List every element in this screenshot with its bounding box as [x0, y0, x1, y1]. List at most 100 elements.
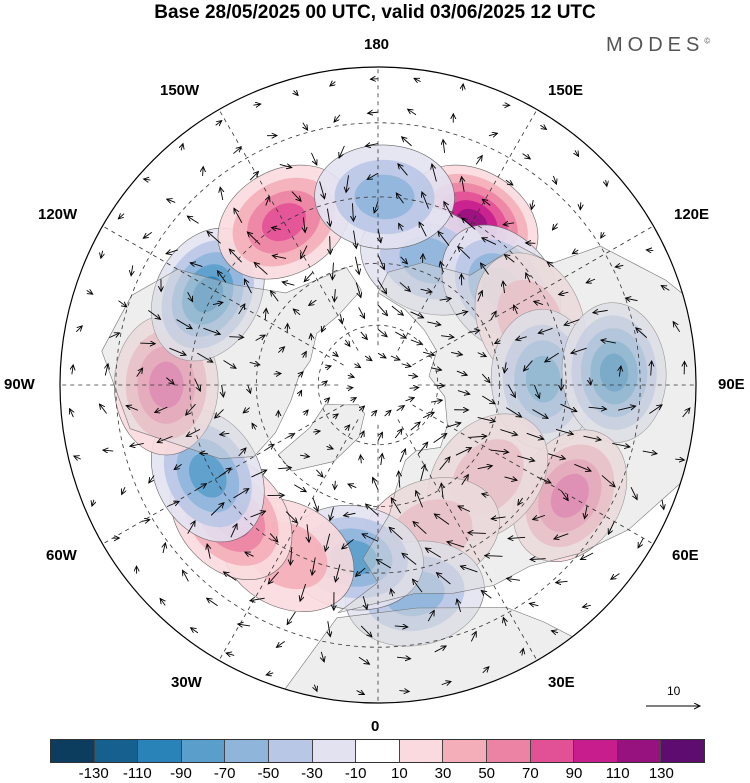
wind-arrow: [332, 262, 333, 280]
colorbar-ticks: -130 -110 -90 -70 -50 -30 -10 10 30 50 70 90 110 130: [50, 765, 705, 783]
wind-arrow: [174, 463, 182, 469]
wind-arrow: [533, 384, 539, 398]
wind-arrow: [441, 681, 451, 684]
wind-arrow: [368, 112, 379, 113]
wind-arrow: [222, 384, 224, 397]
wind-arrow: [408, 109, 417, 116]
wind-arrow: [144, 179, 151, 180]
wind-arrow: [101, 250, 103, 259]
wind-arrow: [72, 365, 73, 375]
wind-arrow: [226, 653, 235, 655]
colorbar-swatch: [486, 740, 531, 762]
lon-label-150e: 150E: [548, 82, 584, 99]
wind-arrow: [350, 398, 356, 401]
wind-arrow: [293, 309, 301, 316]
colorbar-tick-label: -130: [78, 765, 109, 782]
wind-arrow: [345, 425, 349, 430]
lon-label-60e: 60E: [672, 547, 699, 564]
wind-arrow: [460, 566, 478, 573]
wind-arrow: [642, 451, 657, 454]
wind-arrow: [662, 499, 664, 510]
wind-arrow: [303, 122, 308, 130]
wind-arrow: [215, 409, 224, 418]
wind-arrow: [109, 333, 119, 339]
wind-arrow: [354, 256, 359, 275]
wind-arrow: [593, 310, 608, 312]
wind-arrow: [70, 409, 74, 418]
wind-arrow: [367, 172, 379, 179]
wind-arrow: [439, 457, 450, 471]
wind-arrow: [422, 412, 434, 419]
wind-arrow: [360, 455, 361, 464]
wind-arrow: [324, 366, 331, 368]
wind-arrow: [461, 475, 469, 486]
wind-arrow: [507, 578, 521, 580]
wind-arrow: [190, 263, 203, 268]
wind-arrow: [619, 366, 621, 377]
wind-arrow: [140, 343, 155, 344]
wind-arrow: [247, 232, 261, 245]
wind-arrow: [335, 480, 336, 490]
wind-arrow: [477, 466, 493, 469]
wind-arrow: [430, 400, 442, 402]
wind-arrow: [533, 515, 546, 519]
wind-arrow: [358, 307, 365, 318]
wind-arrow: [250, 511, 266, 518]
wind-arrow: [169, 347, 186, 355]
colorbar-tick-label: -30: [301, 765, 323, 782]
wind-arrow: [526, 273, 530, 283]
wind-arrow: [470, 631, 476, 642]
anomaly-contour: [148, 361, 184, 409]
wind-arrow: [301, 245, 308, 259]
brand-logo: MODES©: [606, 34, 710, 57]
wind-arrow: [245, 552, 254, 556]
wind-arrow: [92, 499, 94, 506]
wind-arrow: [186, 428, 201, 436]
wind-arrow: [482, 494, 489, 496]
wind-arrow: [303, 217, 305, 232]
wind-arrow: [300, 583, 306, 601]
wind-arrow: [238, 624, 250, 626]
wind-arrow: [413, 522, 427, 535]
wind-arrow: [163, 543, 165, 554]
wind-arrow: [285, 511, 297, 523]
wind-arrow: [300, 455, 309, 457]
wind-arrow: [477, 353, 487, 357]
wind-arrow: [136, 368, 143, 377]
colorbar-tick-label: -70: [213, 765, 236, 782]
wind-arrow: [419, 222, 427, 237]
wind-arrow: [238, 304, 245, 315]
anomaly-contour: [354, 174, 415, 220]
wind-arrow: [477, 291, 483, 302]
wind-arrow: [661, 286, 670, 291]
wind-arrow: [270, 291, 279, 302]
wind-arrow: [590, 377, 591, 385]
wind-arrow: [99, 404, 107, 414]
wind-arrow: [482, 667, 489, 674]
wind-arrow: [326, 446, 334, 449]
wind-arrow: [304, 410, 308, 415]
wind-arrow: [183, 570, 189, 582]
wind-arrow: [130, 443, 144, 446]
wind-arrow: [458, 247, 471, 259]
wind-arrow: [265, 308, 266, 320]
wind-arrow: [606, 179, 607, 186]
wind-arrow: [551, 631, 559, 633]
wind-arrow: [571, 347, 587, 353]
wind-arrow: [490, 450, 509, 452]
lon-label-30w: 30W: [171, 674, 202, 691]
wind-arrow: [572, 250, 579, 254]
wind-arrow: [181, 144, 183, 151]
wind-arrow: [377, 559, 392, 569]
wind-arrow: [394, 429, 402, 439]
vector-scale-label: 10: [667, 684, 681, 698]
wind-arrow: [506, 407, 521, 417]
wind-arrow: [481, 263, 489, 275]
wind-arrow: [346, 388, 352, 389]
wind-arrow: [272, 256, 287, 259]
wind-arrow: [456, 370, 467, 375]
lon-label-30e: 30E: [548, 674, 575, 691]
wind-arrow: [118, 214, 125, 219]
wind-arrow: [394, 626, 408, 627]
